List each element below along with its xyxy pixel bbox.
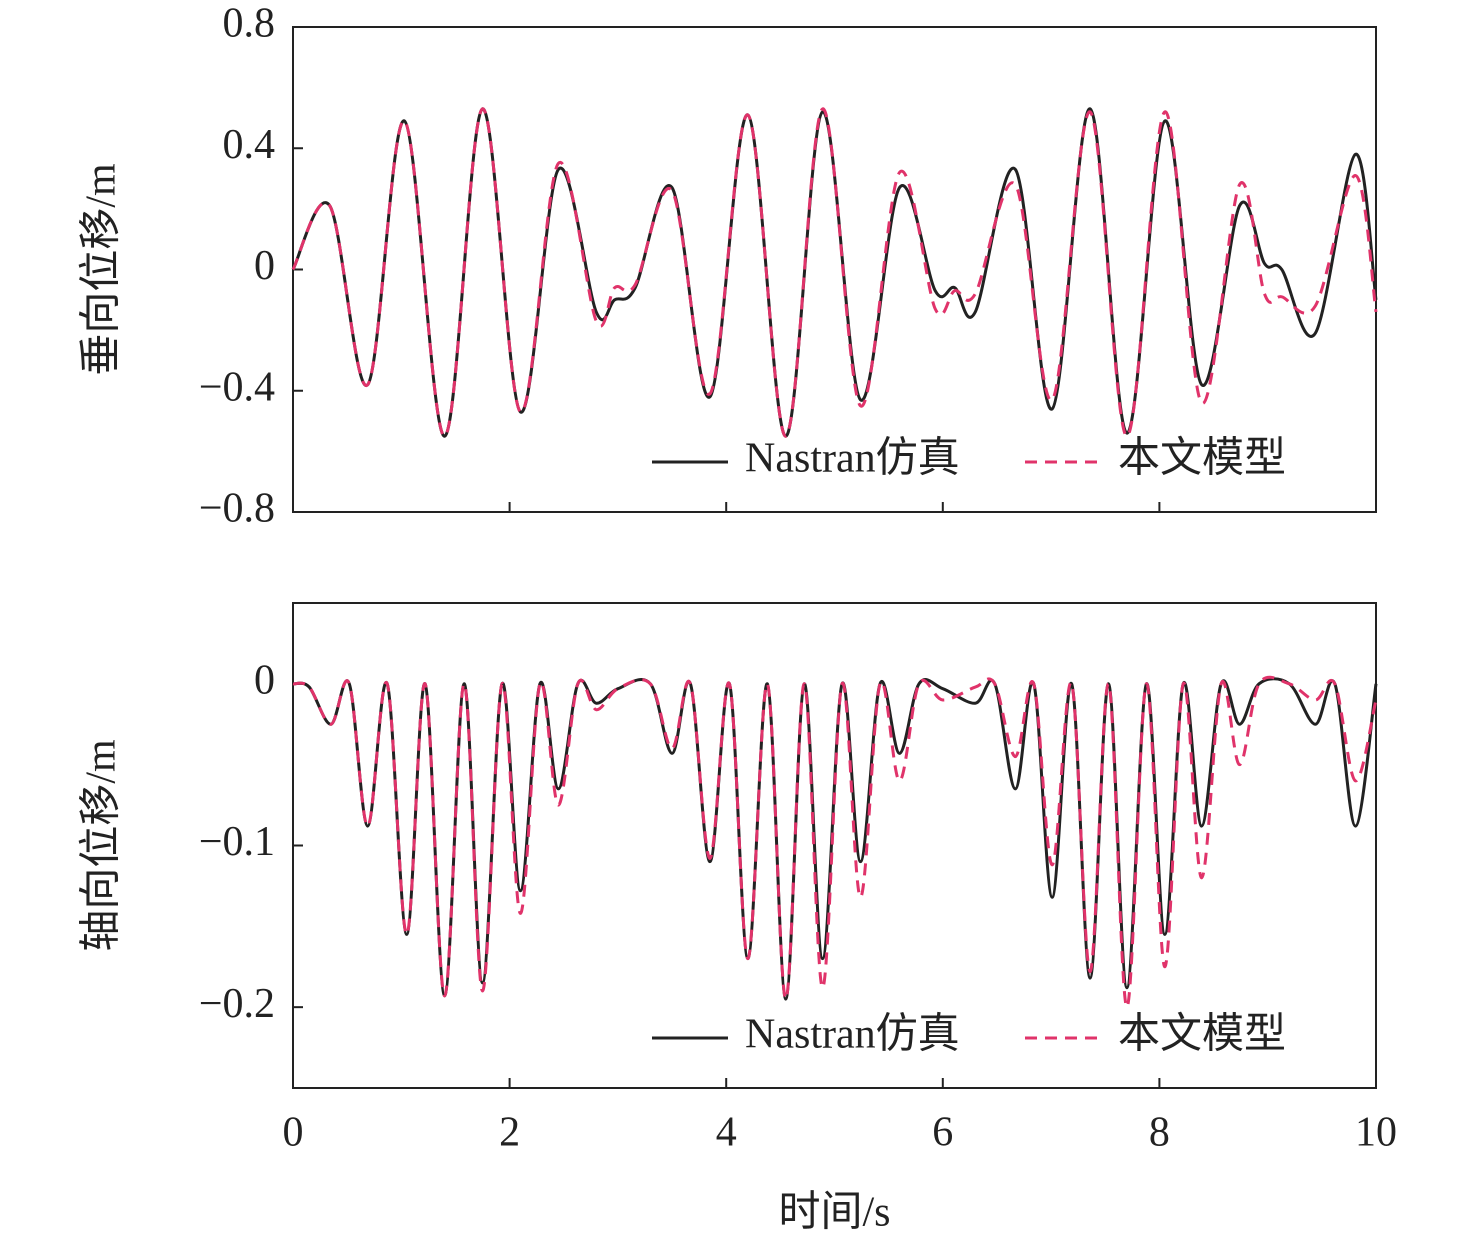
y-tick-label: −0.4 xyxy=(199,364,275,410)
data-line xyxy=(292,675,1378,1009)
legend-label: Nastran仿真 xyxy=(745,436,960,482)
x-tick-label: 8 xyxy=(1149,1110,1170,1156)
data-line xyxy=(292,677,1378,1001)
y-tick-label: −0.8 xyxy=(199,486,275,532)
y-tick-label: 0 xyxy=(254,657,275,703)
y-axis-label: 轴向位移/m xyxy=(78,739,125,952)
x-tick-label: 2 xyxy=(499,1110,520,1156)
legend-label: Nastran仿真 xyxy=(745,1012,960,1058)
legend-label: 本文模型 xyxy=(1118,1011,1286,1058)
y-tick-label: 0.8 xyxy=(223,1,276,47)
y-tick-label: 0.4 xyxy=(223,122,276,168)
y-tick-label: −0.2 xyxy=(199,981,275,1027)
legend-label: 本文模型 xyxy=(1118,435,1286,482)
y-axis-label: 垂向位移/m xyxy=(78,163,125,376)
x-tick-label: 6 xyxy=(932,1110,953,1156)
x-axis-label: 时间/s xyxy=(778,1190,890,1236)
x-tick-label: 10 xyxy=(1355,1110,1397,1156)
x-tick-label: 0 xyxy=(283,1110,304,1156)
y-tick-label: −0.1 xyxy=(199,819,275,865)
data-line xyxy=(291,107,1378,438)
y-tick-label: 0 xyxy=(254,243,275,289)
x-tick-label: 4 xyxy=(716,1110,737,1156)
